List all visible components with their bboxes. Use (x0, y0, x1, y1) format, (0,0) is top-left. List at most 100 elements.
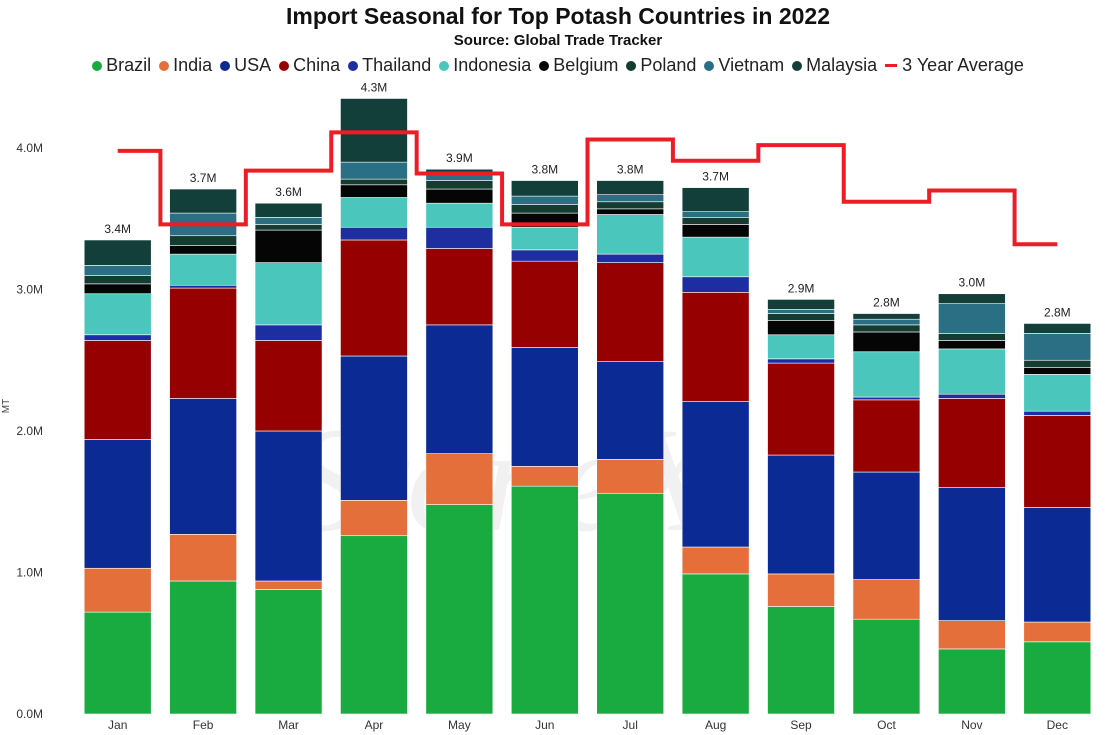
legend-label: Belgium (553, 55, 619, 75)
bar-vietnam-aug (681, 211, 750, 218)
bar-indonesia-nov (938, 348, 1006, 395)
bar-belgium-apr (340, 184, 408, 198)
bar-china-feb (169, 287, 237, 399)
bar-poland-feb (169, 235, 237, 246)
bar-usa-may (425, 324, 494, 454)
y-tick-label: 0.0M (16, 707, 43, 721)
total-label: 4.3M (361, 80, 388, 94)
bar-brazil-mar (254, 589, 323, 715)
bar-brazil-dec (1023, 641, 1092, 715)
legend-item-malaysia: Malaysia (792, 55, 877, 76)
bar-poland-oct (852, 324, 921, 333)
bar-india-jul (596, 458, 665, 494)
legend-swatch (348, 60, 359, 71)
legend-label: Indonesia (453, 55, 532, 75)
legend-label: Poland (640, 55, 697, 75)
bar-indonesia-jun (510, 226, 579, 251)
x-tick-label: Oct (877, 718, 896, 732)
bar-usa-feb (169, 398, 237, 535)
bar-vietnam-may (425, 174, 494, 181)
legend-item-three-year-average: 3 Year Average (885, 55, 1024, 76)
bar-indonesia-feb (169, 253, 237, 286)
y-axis: 0.0M 1.0M 2.0M 3.0M 4.0M (16, 141, 43, 721)
legend-label: Vietnam (718, 55, 785, 75)
bar-indonesia-oct (852, 351, 921, 398)
bar-vietnam-jan (83, 265, 152, 276)
legend: Brazil India USA China Thailand Indonesia Belg… (0, 55, 1116, 76)
total-label: 3.0M (959, 276, 986, 290)
legend-label: China (293, 55, 341, 75)
chart-title: Import Seasonal for Top Potash Countries… (285, 3, 830, 29)
total-label: 3.8M (617, 163, 644, 177)
bar-malaysia-jun (510, 180, 579, 197)
bar-india-may (425, 453, 494, 505)
legend-item-india: India (159, 55, 212, 76)
x-tick-label: Jan (108, 718, 127, 732)
legend-item-belgium: Belgium (539, 55, 618, 76)
bar-thailand-jun (510, 249, 579, 262)
bar-malaysia-jul (596, 180, 665, 195)
y-tick-label: 1.0M (16, 566, 43, 580)
bar-belgium-may (425, 188, 494, 204)
bar-belgium-jul (596, 208, 665, 215)
legend-swatch (279, 60, 290, 71)
bar-china-jul (596, 262, 665, 362)
legend-label: India (173, 55, 213, 75)
bar-china-dec (1023, 415, 1092, 508)
bar-poland-jul (596, 201, 665, 210)
bar-vietnam-dec (1023, 333, 1092, 361)
total-label: 3.7M (190, 171, 217, 185)
legend-label: Brazil (106, 55, 152, 75)
bar-belgium-feb (169, 245, 237, 255)
bar-india-apr (340, 500, 408, 537)
legend-item-indonesia: Indonesia (439, 55, 531, 76)
legend-item-thailand: Thailand (348, 55, 431, 76)
bar-usa-apr (340, 355, 408, 501)
chart-subtitle: Source: Global Trade Tracker (453, 32, 663, 49)
bar-thailand-nov (938, 393, 1006, 399)
bar-india-aug (681, 546, 750, 575)
bar-china-jun (510, 260, 579, 348)
bar-usa-aug (681, 400, 750, 548)
bar-brazil-oct (852, 618, 921, 715)
bar-thailand-feb (169, 284, 237, 289)
bar-china-sep (767, 362, 835, 456)
bar-poland-aug (681, 217, 750, 225)
legend-line-swatch (885, 64, 898, 67)
bar-malaysia-feb (169, 188, 237, 214)
total-label: 3.6M (275, 185, 302, 199)
bar-indonesia-mar (254, 262, 323, 326)
bar-malaysia-dec (1023, 323, 1092, 334)
bar-usa-sep (767, 454, 835, 575)
bar-poland-may (425, 180, 494, 190)
bar-vietnam-jul (596, 194, 665, 203)
x-tick-label: Nov (961, 718, 982, 732)
bar-malaysia-mar (254, 202, 323, 218)
y-tick-label: 4.0M (16, 141, 43, 155)
bar-vietnam-apr (340, 161, 408, 180)
bar-thailand-mar (254, 324, 323, 341)
bar-brazil-jul (596, 492, 665, 715)
legend-item-usa: USA (220, 55, 271, 76)
bar-vietnam-jun (510, 195, 579, 205)
x-tick-label: Apr (365, 718, 384, 732)
bar-brazil-sep (767, 606, 835, 715)
bar-china-apr (340, 239, 408, 357)
legend-swatch (792, 60, 803, 71)
bar-china-mar (254, 340, 323, 432)
x-tick-label: Dec (1047, 718, 1068, 732)
x-tick-label: Mar (278, 718, 299, 732)
bar-china-oct (852, 399, 921, 473)
x-tick-label: Sep (790, 718, 812, 732)
bar-thailand-jan (83, 334, 152, 341)
bars-layer (83, 98, 1092, 715)
bar-india-oct (852, 579, 921, 620)
legend-swatch (92, 60, 103, 71)
three-year-average-line (117, 130, 1058, 247)
legend-item-vietnam: Vietnam (704, 55, 784, 76)
bar-thailand-jul (596, 253, 665, 263)
bar-malaysia-sep (767, 299, 835, 310)
bar-usa-oct (852, 471, 921, 580)
bar-china-aug (681, 292, 750, 402)
bar-brazil-jun (510, 485, 579, 715)
